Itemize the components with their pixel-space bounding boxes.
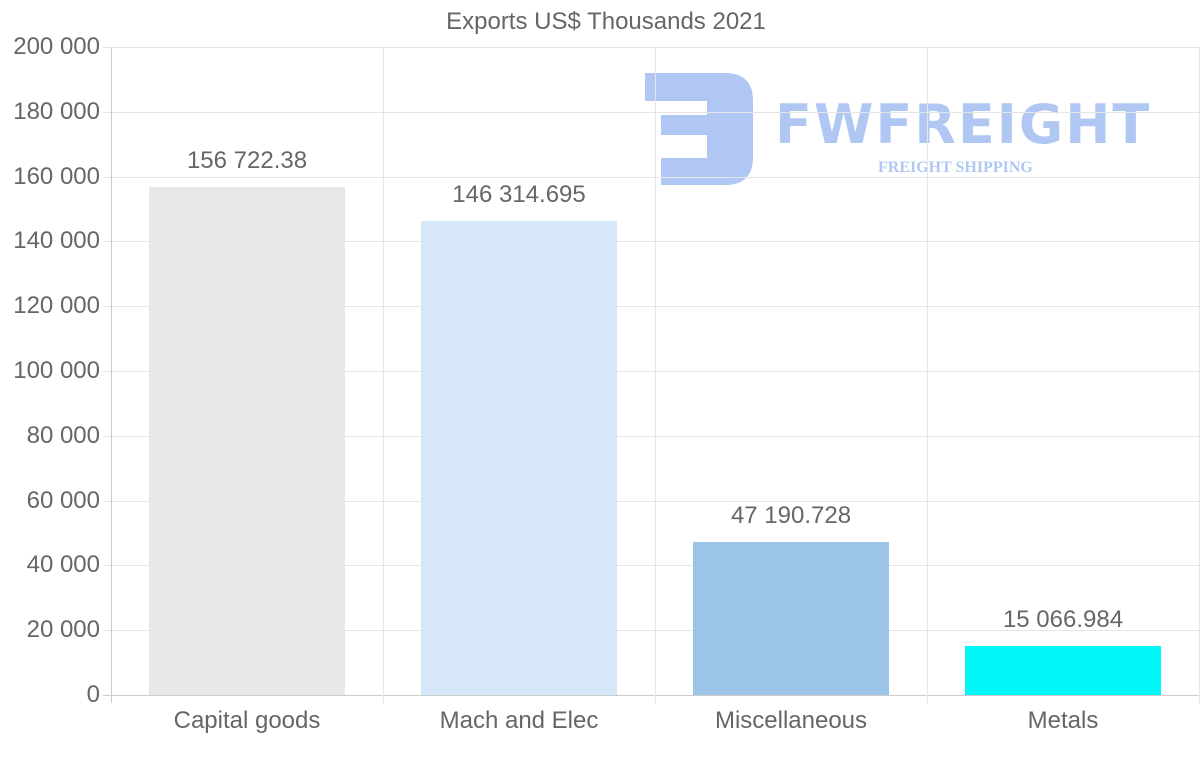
gridline-horizontal <box>103 500 1200 502</box>
x-tick-label: Capital goods <box>173 707 321 734</box>
gridline-horizontal <box>103 435 1200 437</box>
watermark-brand: FWFREIGHT <box>775 93 1152 156</box>
y-tick-label: 200 000 <box>13 33 100 60</box>
bar-value-label: 156 722.38 <box>186 147 308 175</box>
plot-area: 0 20 000 40 000 60 000 80 000 100 000 120 000 1… <box>13 33 1200 734</box>
y-tick-label: 120 000 <box>13 292 100 320</box>
bar[interactable] <box>693 542 889 695</box>
gridline-horizontal <box>103 47 1200 48</box>
bar[interactable] <box>149 187 345 695</box>
gridline-horizontal <box>103 630 1200 632</box>
gridline-vertical <box>383 47 384 703</box>
y-tick-label: 180 000 <box>13 97 100 125</box>
bar-value-label: 146 314.695 <box>452 180 586 208</box>
gridline-horizontal <box>103 176 1200 178</box>
watermark-logo: FWFREIGHT FREIGHT SHIPPING <box>645 73 1155 188</box>
y-tick-label: 20 000 <box>26 616 100 644</box>
bar[interactable] <box>421 220 617 695</box>
x-tick-label: Mach and Elec <box>439 707 599 734</box>
y-tick-label: 60 000 <box>26 486 100 514</box>
y-tick-label: 40 000 <box>26 551 100 579</box>
chart-title: Exports US$ Thousands 2021 <box>446 8 766 35</box>
gridline-horizontal <box>103 565 1200 567</box>
gridline-vertical <box>927 47 928 703</box>
gridline-horizontal <box>103 695 1200 696</box>
x-tick-label: Metals <box>1027 707 1099 734</box>
gridline-horizontal <box>103 306 1200 308</box>
y-tick-label: 140 000 <box>13 227 100 255</box>
fw-logo-icon <box>645 73 753 185</box>
y-tick-label: 160 000 <box>13 162 100 190</box>
y-tick-label: 100 000 <box>13 357 100 384</box>
gridline-horizontal <box>103 241 1200 243</box>
bar-value-label: 15 066.984 <box>1002 606 1124 634</box>
gridline-horizontal <box>103 111 1200 113</box>
bar-value-label: 47 190.728 <box>730 502 852 530</box>
y-tick-label: 0 <box>86 681 100 708</box>
watermark-tagline: FREIGHT SHIPPING <box>878 159 1033 176</box>
x-tick-label: Miscellaneous <box>714 707 868 734</box>
gridline-vertical <box>111 47 112 703</box>
gridline-horizontal <box>103 371 1200 372</box>
gridline-vertical <box>655 47 656 703</box>
y-tick-label: 80 000 <box>26 421 100 449</box>
bar[interactable] <box>965 646 1161 695</box>
